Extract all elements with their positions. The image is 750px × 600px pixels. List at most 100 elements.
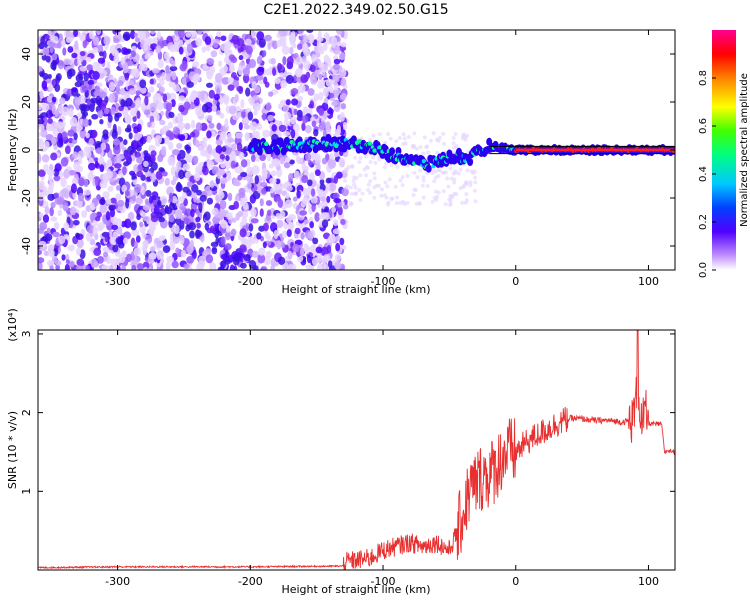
spectrogram-speckle-point (57, 40, 62, 49)
spectrogram-speckle-point (189, 230, 195, 239)
spectrogram-speckle-point (309, 244, 318, 255)
spectrogram-speckle-point (113, 163, 122, 169)
spectrogram-speckle-point (325, 177, 332, 184)
spectrogram-speckle-point (286, 56, 294, 66)
spectrogram-speckle-point (291, 30, 296, 37)
spectrogram-speckle-point (71, 87, 78, 93)
spectrogram-speckle-point (448, 193, 453, 198)
spectrogram-speckle-point (322, 73, 328, 79)
spectrogram-speckle-point (270, 57, 276, 65)
spectrogram-speckle-point (473, 175, 478, 180)
spectrogram-speckle-point (92, 61, 99, 71)
spectrogram-speckle-point (51, 105, 57, 115)
spectrogram-speckle-point (303, 219, 310, 225)
spectrogram-speckle-point (321, 157, 328, 165)
spectrogram-speckle-point (368, 190, 373, 195)
spectrogram-speckle-point (365, 165, 370, 170)
spectrogram-speckle-point (50, 152, 58, 161)
spectrogram-speckle-point (346, 165, 351, 170)
spectrogram-speckle-point (241, 216, 248, 226)
spectrogram-speckle-point (437, 135, 442, 140)
spectrogram-speckle-point (282, 56, 287, 66)
spectrogram-speckle-point (164, 204, 169, 213)
spectrogram-speckle-point (277, 62, 282, 72)
spectrogram-speckle-point (263, 76, 268, 85)
spectrogram-speckle-point (111, 49, 120, 57)
spectrogram-speckle-point (38, 131, 42, 138)
spectrogram-speckle-point (310, 76, 318, 85)
spectrogram-speckle-point (337, 206, 343, 216)
spectrogram-speckle-point (443, 170, 448, 175)
spectrogram-speckle-point (413, 187, 418, 192)
spectrogram-speckle-point (47, 117, 53, 124)
spectrogram-speckle-point (236, 142, 243, 152)
spectrogram-speckle-point (311, 120, 317, 128)
spectrogram-speckle-point (89, 169, 94, 178)
spectrogram-speckle-point (262, 112, 267, 121)
spectrogram-speckle-point (230, 143, 237, 152)
spectrogram-speckle-point (426, 150, 431, 155)
spectrogram-speckle-point (317, 61, 324, 69)
spectrogram-speckle-point (65, 254, 70, 261)
spectrogram-speckle-point (206, 144, 213, 154)
spectrogram-speckle-point (137, 30, 144, 38)
spectrogram-speckle-point (61, 254, 66, 261)
spectrogram-speckle-point (124, 153, 132, 162)
spectrogram-speckle-point (220, 253, 228, 260)
spectrogram-speckle-point (256, 31, 265, 41)
spectrogram-speckle-point (240, 262, 247, 269)
spectrogram-speckle-point (387, 177, 392, 182)
spectrogram-speckle-point (191, 155, 199, 165)
spectrogram-speckle-point (155, 44, 162, 54)
spectrogram-speckle-point (184, 144, 191, 151)
spectrogram-speckle-point (185, 31, 192, 38)
spectrogram-speckle-point (282, 104, 290, 113)
spectrogram-speckle-point (242, 67, 251, 77)
track-point (283, 136, 290, 145)
spectrogram-speckle-point (366, 187, 371, 192)
spectrogram-speckle-point (73, 30, 78, 38)
spectrogram-speckle-point (220, 219, 228, 229)
top-y-axis-label: Frequency (Hz) (6, 109, 19, 192)
colorbar-label: Normalized spectral amplitude (739, 73, 750, 227)
spectrogram-speckle-point (211, 104, 218, 112)
top-x-tick-label: -200 (238, 275, 263, 288)
spectrogram-speckle-point (199, 234, 205, 243)
spectrogram-speckle-point (92, 70, 100, 80)
spectrogram-speckle-point (168, 141, 174, 151)
spectrogram-speckle-point (100, 99, 108, 107)
top-y-tick-label: 20 (20, 95, 33, 109)
spectrogram-speckle-point (379, 193, 384, 198)
spectrogram-speckle-point (219, 154, 226, 160)
spectrogram-speckle-point (190, 208, 195, 218)
top-y-tick-label: 40 (20, 47, 33, 61)
spectrogram-speckle-point (43, 163, 49, 172)
spectrogram-speckle-point (221, 146, 227, 153)
spectrogram-speckle-point (280, 80, 288, 89)
spectrogram-speckle-point (276, 239, 282, 250)
spectrogram-speckle-point (301, 122, 306, 132)
spectrogram-speckle-point (186, 81, 194, 88)
spectrogram-speckle-point (51, 136, 57, 146)
spectrogram-speckle-point (83, 178, 89, 188)
spectrogram-speckle-point (353, 155, 358, 160)
spectrogram-speckle-point (221, 76, 230, 85)
spectrogram-speckle-point (206, 69, 214, 77)
spectrogram-speckle-point (164, 136, 170, 145)
spectrogram-speckle-point (193, 97, 200, 107)
spectrogram-speckle-point (281, 45, 290, 55)
spectrogram-speckle-point (259, 208, 264, 217)
spectrogram-speckle-point (256, 232, 262, 240)
spectrogram-speckle-point (351, 178, 356, 183)
spectrogram-speckle-point (300, 200, 307, 208)
spectrogram-speckle-point (350, 164, 355, 169)
spectrogram-speckle-point (214, 72, 223, 83)
spectrogram-speckle-point (270, 187, 275, 194)
spectrogram-speckle-point (38, 104, 42, 111)
spectrogram-speckle-point (183, 217, 189, 225)
spectrogram-speckle-point (306, 30, 314, 34)
spectrogram-speckle-point (232, 79, 240, 88)
spectrogram-speckle-point (123, 139, 128, 146)
spectrogram-speckle-point (229, 105, 237, 115)
